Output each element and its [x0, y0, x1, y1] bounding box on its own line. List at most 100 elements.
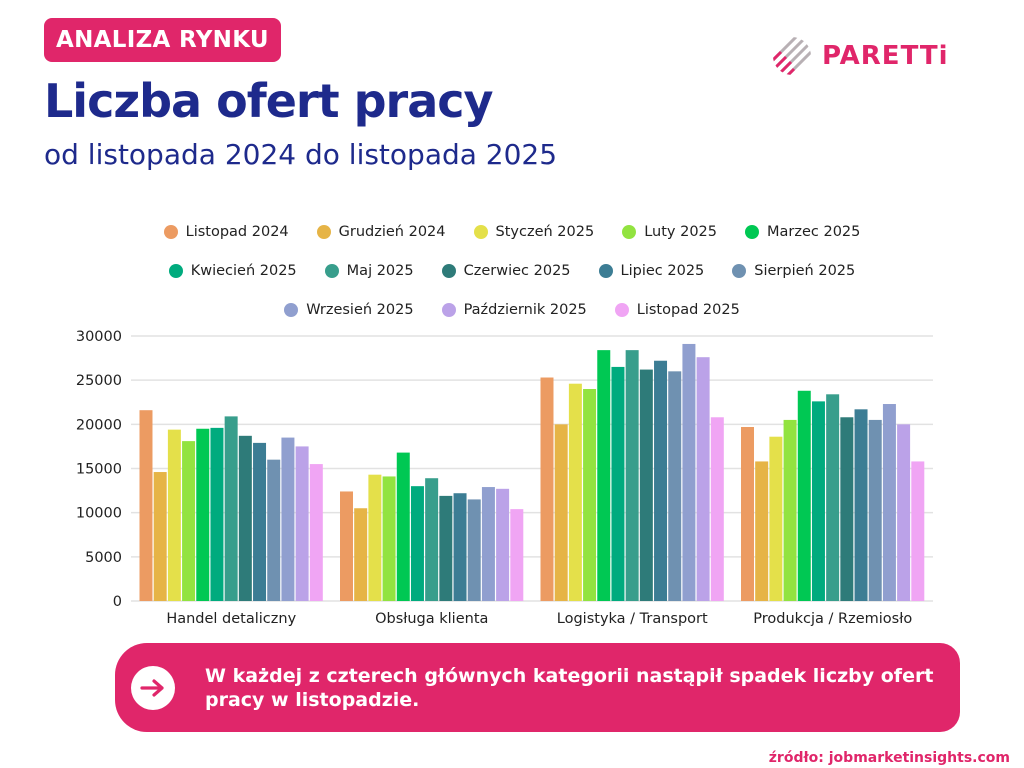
bar	[238, 435, 252, 601]
x-tick-label: Obsługa klienta	[375, 611, 488, 627]
bar	[196, 428, 210, 601]
page-title: Liczba ofert pracy	[44, 74, 494, 128]
y-tick-label: 30000	[76, 329, 122, 345]
bar	[554, 424, 568, 601]
legend-item: Styczeń 2025	[473, 223, 595, 240]
source-note: źródło: jobmarketinsights.com	[768, 750, 1010, 766]
legend-swatch	[163, 224, 178, 239]
legend-label: Wrzesień 2025	[306, 301, 414, 318]
bar	[568, 383, 582, 601]
bar-chart: 0 5000 10000 15000 20000 25000 30000 Handel det…	[76, 329, 933, 627]
bar	[267, 459, 281, 601]
bar	[897, 424, 911, 601]
y-tick-label: 20000	[76, 417, 122, 433]
legend-label: Marzec 2025	[767, 223, 861, 240]
bar	[340, 491, 353, 601]
bar	[769, 436, 783, 601]
legend-item: Październik 2025	[441, 301, 587, 318]
legend-item: Wrzesień 2025	[284, 301, 414, 318]
bar	[826, 394, 840, 601]
legend-label: Luty 2025	[644, 223, 717, 240]
bar	[167, 429, 181, 601]
y-tick-label: 5000	[85, 550, 122, 566]
bar	[253, 442, 267, 601]
bar	[396, 452, 410, 601]
section-badge: ANALIZA RYNKU	[44, 18, 281, 62]
bar	[439, 495, 453, 601]
bar	[783, 419, 797, 601]
legend-item: Lipiec 2025	[598, 263, 704, 279]
legend-swatch	[168, 263, 183, 278]
y-tick-label: 15000	[76, 462, 122, 478]
logo: PARETTi	[772, 36, 949, 76]
bar	[467, 499, 481, 601]
legend-item: Sierpień 2025	[732, 263, 855, 279]
bar	[654, 360, 668, 601]
x-tick-label: Handel detaliczny	[166, 611, 296, 627]
bar	[540, 377, 554, 601]
bar	[710, 417, 724, 601]
legend-label: Listopad 2024	[185, 223, 289, 240]
legend-swatch	[284, 302, 299, 317]
bar	[668, 371, 682, 601]
legend-item: Listopad 2024	[163, 223, 289, 240]
bar	[368, 474, 382, 601]
legend-swatch	[622, 224, 637, 239]
bar	[182, 441, 196, 601]
bar	[481, 487, 495, 601]
bar	[153, 472, 167, 601]
legend-swatch	[316, 224, 331, 239]
bar	[597, 350, 611, 601]
legend-item: Maj 2025	[324, 262, 414, 279]
legend-swatch	[745, 224, 759, 239]
bar	[639, 369, 653, 601]
bar	[882, 404, 896, 601]
y-tick-label: 0	[113, 594, 122, 610]
bar	[354, 508, 368, 601]
bar	[309, 464, 323, 601]
bar	[496, 488, 510, 601]
legend-item: Kwiecień 2025	[168, 262, 297, 279]
bar	[382, 476, 396, 601]
legend-swatch	[732, 263, 747, 278]
bar	[741, 426, 754, 601]
legend-swatch	[614, 302, 629, 317]
page-subtitle: od listopada 2024 do listopada 2025	[44, 138, 558, 171]
legend-item: Listopad 2025	[614, 302, 740, 318]
legend-swatch	[324, 263, 339, 278]
legend-swatch	[598, 263, 613, 278]
bar	[854, 409, 868, 601]
logo-mark-icon	[773, 37, 811, 75]
legend-label: Maj 2025	[346, 262, 414, 279]
bar	[611, 366, 625, 601]
legend-item: Grudzień 2024	[316, 223, 446, 240]
bar	[840, 417, 854, 601]
legend-swatch	[441, 302, 456, 317]
bar	[510, 509, 524, 601]
legend-label: Kwiecień 2025	[190, 262, 297, 279]
y-tick-label: 10000	[76, 506, 122, 522]
bar	[139, 410, 153, 601]
bar	[797, 390, 811, 601]
legend-label: Styczeń 2025	[495, 223, 595, 240]
bar	[625, 350, 639, 601]
arrow-right-icon	[131, 665, 175, 710]
legend-label: Sierpień 2025	[754, 262, 856, 279]
bar	[868, 419, 882, 601]
callout-box: W każdej z czterech głównych kategorii n…	[115, 643, 960, 732]
y-tick-label: 25000	[76, 373, 122, 389]
legend-label: Grudzień 2024	[338, 223, 446, 240]
bar	[682, 343, 696, 601]
callout-text: W każdej z czterech głównych kategorii n…	[205, 664, 934, 711]
bar	[453, 493, 467, 601]
bar	[583, 389, 597, 601]
bar	[295, 446, 309, 601]
bar	[210, 427, 224, 601]
x-tick-label: Produkcja / Rzemiosło	[753, 611, 912, 627]
legend-label: Październik 2025	[463, 301, 587, 318]
legend-item: Luty 2025	[622, 224, 717, 240]
legend-swatch	[441, 263, 456, 278]
bar	[410, 486, 424, 601]
bar	[811, 401, 825, 601]
bar	[281, 437, 295, 601]
